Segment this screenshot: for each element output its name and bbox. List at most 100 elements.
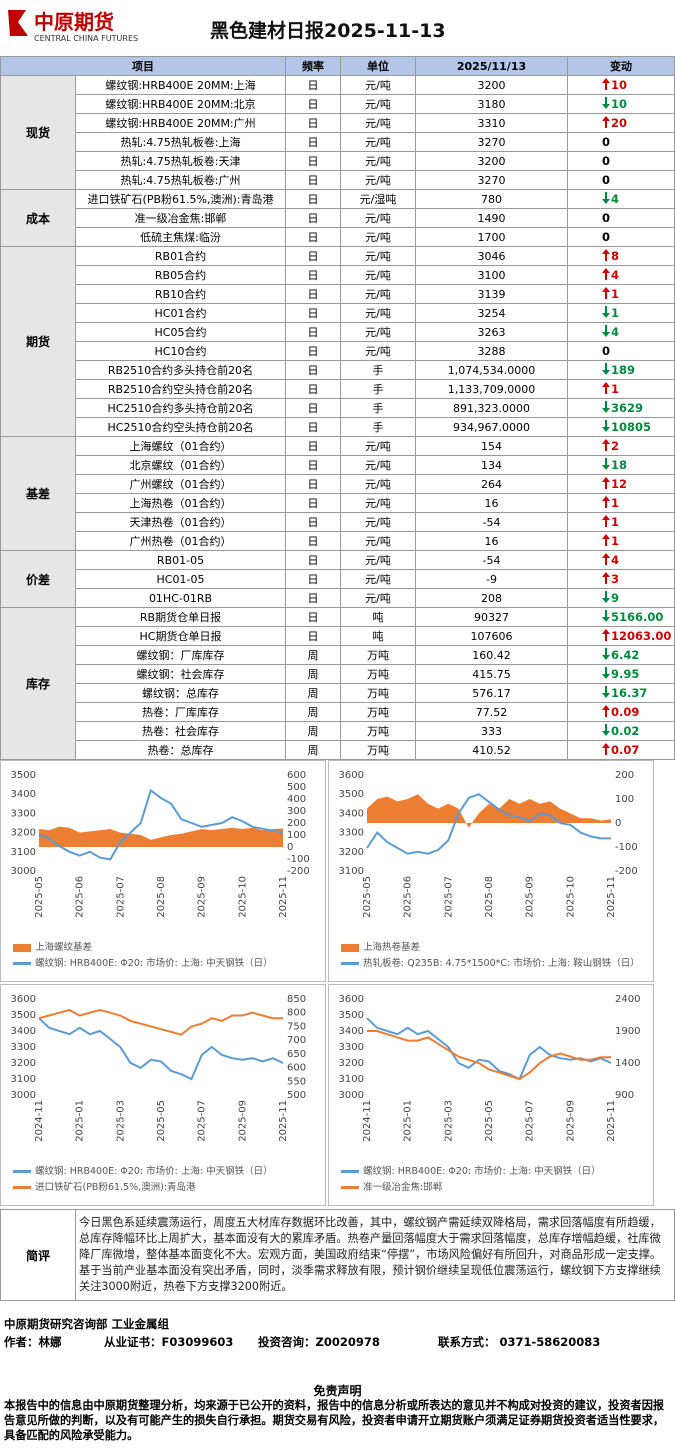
author: 作者：林娜 (4, 1335, 62, 1349)
change-arrow (602, 248, 610, 264)
legend-item: 上海热卷基差 (341, 941, 647, 954)
group-label: 基差 (1, 437, 76, 551)
legend-text: 准一级冶金焦:邯郸 (363, 1182, 443, 1193)
change-cell: 1 (568, 285, 675, 304)
y2-tick-label: 2400 (615, 994, 640, 1005)
value-cell: -54 (416, 513, 568, 532)
y-tick-label: 3200 (339, 847, 364, 858)
y-tick-label: 3400 (11, 1026, 36, 1037)
item-cell: 准一级冶金焦:邯郸 (76, 209, 286, 228)
change-cell: 10805 (568, 418, 675, 437)
y2-tick-label: 650 (287, 1049, 306, 1060)
change-arrow (602, 362, 610, 378)
arrow-icon (602, 742, 610, 755)
change-cell: 1 (568, 304, 675, 323)
item-cell: 螺纹钢:HRB400E 20MM:上海 (76, 76, 286, 95)
contact: 联系方式： 0371-58620083 (438, 1335, 601, 1349)
y2-tick-label: 600 (287, 1063, 306, 1074)
y-tick-label: 3100 (339, 1074, 364, 1085)
value-cell: 3310 (416, 114, 568, 133)
x-tick-label: 2025-11 (606, 1100, 617, 1142)
unit-cell: 元/吨 (341, 551, 416, 570)
unit-cell: 万吨 (341, 684, 416, 703)
freq-cell: 日 (286, 190, 341, 209)
freq-cell: 日 (286, 342, 341, 361)
value-cell: 410.52 (416, 741, 568, 760)
arrow-icon (602, 590, 610, 603)
legend-text: 上海螺纹基差 (35, 942, 93, 953)
item-cell: 热轧:4.75热轧板卷:广州 (76, 171, 286, 190)
legend-swatch (341, 962, 359, 965)
change-value: 6.42 (611, 648, 640, 662)
unit-cell: 手 (341, 361, 416, 380)
line (366, 1017, 612, 1081)
freq-cell: 日 (286, 247, 341, 266)
freq-cell: 日 (286, 171, 341, 190)
area (39, 826, 283, 847)
change-arrow (602, 438, 610, 454)
y-tick-label: 3300 (11, 1042, 36, 1053)
item-cell: HC05合约 (76, 323, 286, 342)
freq-cell: 周 (286, 722, 341, 741)
x-tick-label: 2025-03 (115, 1100, 126, 1142)
change-cell: 0 (568, 342, 675, 361)
x-tick-label: 2025-11 (606, 876, 617, 918)
change-arrow (602, 590, 610, 606)
header-cell: 单位 (341, 57, 416, 76)
legend-text: 螺纹钢: HRB400E: Φ20: 市场价: 上海: 中天钢铁（日） (35, 958, 273, 969)
legend-swatch (13, 943, 31, 952)
y-tick-label: 3000 (339, 1090, 364, 1101)
header-cell: 频率 (286, 57, 341, 76)
unit-cell: 元/吨 (341, 323, 416, 342)
freq-cell: 日 (286, 494, 341, 513)
y-tick-label: 3100 (11, 1074, 36, 1085)
change-value: 9 (611, 591, 620, 605)
change-cell: 189 (568, 361, 675, 380)
line (367, 1030, 611, 1081)
change-cell: 12063.00 (568, 627, 675, 646)
y2-tick-label: 300 (287, 806, 306, 817)
arrow-icon (602, 191, 610, 204)
change-cell: 0 (568, 209, 675, 228)
item-cell: RB2510合约空头持仓前20名 (76, 380, 286, 399)
y-tick-label: 3400 (339, 808, 364, 819)
item-cell: 01HC-01RB (76, 589, 286, 608)
item-cell: HC期货仓单日报 (76, 627, 286, 646)
freq-cell: 日 (286, 304, 341, 323)
y2-tick-label: 550 (287, 1076, 306, 1087)
y2-tick-label: 200 (615, 770, 634, 781)
unit-cell: 万吨 (341, 722, 416, 741)
area (367, 794, 611, 828)
change-value: 4 (611, 192, 620, 206)
value-cell: 16 (416, 494, 568, 513)
freq-cell: 日 (286, 437, 341, 456)
change-value: 0 (602, 173, 611, 187)
chart: 3000 3100 3200 3300 3400 3500 3600 900 1400 1900 2… (328, 984, 654, 1206)
change-cell: 0 (568, 228, 675, 247)
freq-cell: 日 (286, 95, 341, 114)
change-value: 1 (611, 496, 620, 510)
change-arrow (602, 609, 610, 625)
change-value: 2 (611, 439, 620, 453)
group-label: 现货 (1, 76, 76, 190)
change-cell: 18 (568, 456, 675, 475)
y-tick-label: 3300 (339, 828, 364, 839)
logo: 中原期货 CENTRAL CHINA FUTURES (6, 6, 156, 46)
value-cell: 3200 (416, 152, 568, 171)
x-tick-label: 2025-03 (443, 1100, 454, 1142)
change-value: 18 (611, 458, 628, 472)
change-arrow (602, 704, 610, 720)
legend-swatch (341, 1186, 359, 1189)
value-cell: 3270 (416, 171, 568, 190)
y-tick-label: 3600 (339, 770, 364, 781)
unit-cell: 元/吨 (341, 76, 416, 95)
change-cell: 8 (568, 247, 675, 266)
value-cell: 1,133,709.0000 (416, 380, 568, 399)
disclaimer-title: 免责声明 (313, 1384, 362, 1398)
change-cell: 0 (568, 171, 675, 190)
value-cell: 415.75 (416, 665, 568, 684)
y2-tick-label: 1900 (615, 1026, 640, 1037)
value-cell: 1,074,534.0000 (416, 361, 568, 380)
x-tick-label: 2025-11 (278, 1100, 289, 1142)
value-cell: 77.52 (416, 703, 568, 722)
